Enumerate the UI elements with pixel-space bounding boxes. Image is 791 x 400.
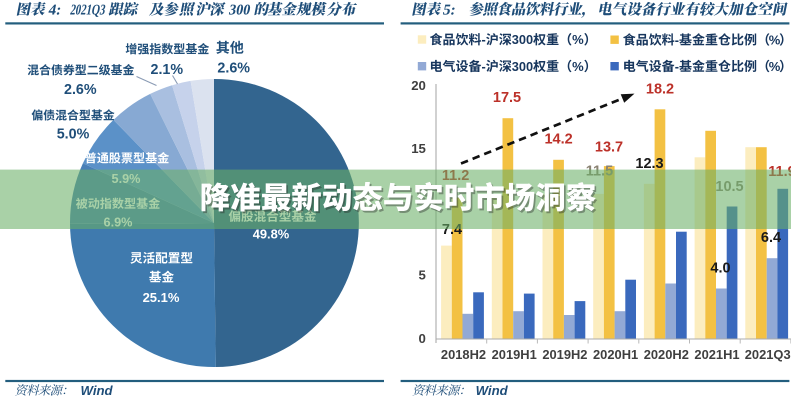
- svg-text:5:: 5:: [442, 2, 458, 18]
- svg-text:6.4: 6.4: [761, 230, 781, 246]
- svg-text:17.5: 17.5: [493, 90, 521, 106]
- svg-text:2021H1: 2021H1: [694, 347, 739, 362]
- svg-text:2.6%: 2.6%: [64, 82, 97, 98]
- svg-text:5: 5: [419, 268, 426, 283]
- svg-text:15: 15: [411, 141, 426, 156]
- svg-text:13.7: 13.7: [595, 140, 623, 156]
- svg-text:49.8%: 49.8%: [253, 227, 290, 242]
- svg-text:2020H1: 2020H1: [593, 347, 638, 362]
- svg-text:2.6%: 2.6%: [217, 60, 250, 76]
- svg-text:Wind: Wind: [476, 383, 509, 398]
- svg-text:Wind: Wind: [81, 383, 114, 398]
- svg-text:12.3: 12.3: [635, 156, 663, 172]
- svg-text:20: 20: [411, 78, 426, 93]
- svg-text:4.0: 4.0: [710, 261, 730, 277]
- svg-text:2018H2: 2018H2: [441, 347, 486, 362]
- svg-text:%: %: [769, 59, 781, 74]
- svg-text:25.1%: 25.1%: [143, 290, 180, 305]
- svg-text:%: %: [769, 32, 781, 47]
- svg-text:2021Q3: 2021Q3: [69, 2, 107, 18]
- svg-text:4:: 4:: [47, 2, 63, 18]
- svg-text:-: -: [482, 59, 486, 74]
- svg-text:2019H1: 2019H1: [492, 347, 537, 362]
- svg-text:%: %: [572, 32, 584, 47]
- svg-text:%: %: [572, 59, 584, 74]
- svg-text:-: -: [675, 32, 679, 47]
- svg-text:14.2: 14.2: [544, 132, 572, 148]
- svg-text:2021Q3: 2021Q3: [745, 347, 791, 362]
- svg-text:2.1%: 2.1%: [151, 62, 184, 78]
- svg-text:-: -: [675, 59, 679, 74]
- svg-text:300: 300: [512, 32, 533, 47]
- svg-text:2019H2: 2019H2: [542, 347, 587, 362]
- svg-text:-: -: [482, 32, 486, 47]
- svg-text:300: 300: [512, 59, 533, 74]
- svg-text:0: 0: [419, 331, 426, 346]
- svg-text:2020H2: 2020H2: [644, 347, 689, 362]
- svg-text:5.0%: 5.0%: [57, 126, 90, 142]
- svg-text:300: 300: [228, 2, 252, 18]
- svg-text:18.2: 18.2: [646, 82, 674, 98]
